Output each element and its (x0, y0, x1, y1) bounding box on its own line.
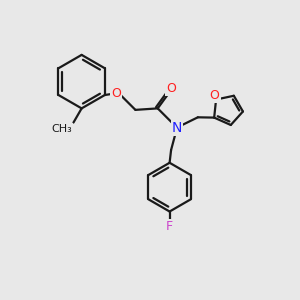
Text: O: O (210, 89, 220, 103)
Text: CH₃: CH₃ (51, 124, 72, 134)
Text: F: F (166, 220, 173, 233)
Text: O: O (166, 82, 176, 95)
Text: O: O (111, 87, 121, 100)
Text: N: N (172, 121, 182, 135)
